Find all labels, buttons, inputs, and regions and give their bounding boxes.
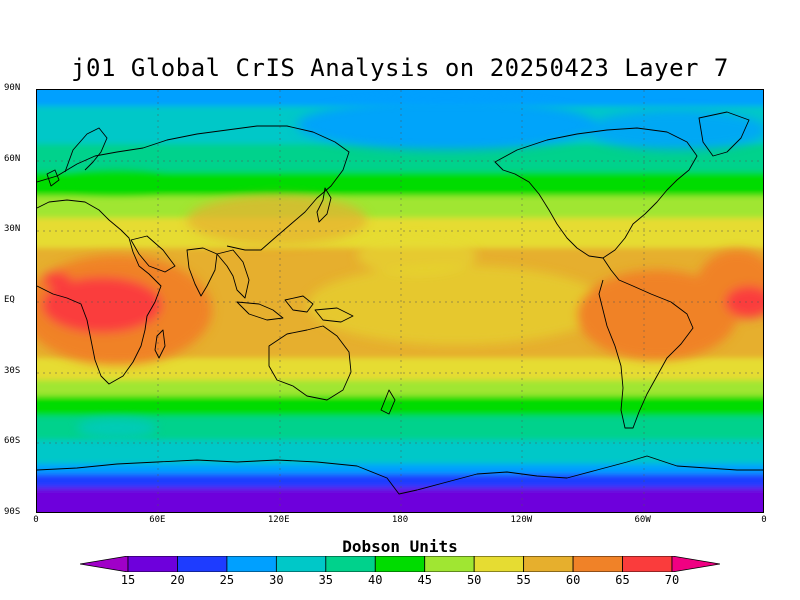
color-bar-segment: [523, 555, 574, 573]
latitude-label: 90N: [4, 83, 21, 93]
color-bar-underflow: [79, 555, 129, 573]
color-bar-segment: [374, 555, 426, 573]
legend-title: Dobson Units: [342, 537, 458, 556]
color-bar-tick-label: 15: [120, 573, 136, 587]
longitude-label: 120W: [510, 515, 533, 525]
latitude-label: 60N: [4, 153, 21, 164]
longitude-label: 60E: [149, 515, 166, 525]
color-bar-segment: [572, 555, 623, 573]
color-bar-segment: [473, 555, 525, 573]
color-bar-segment: [177, 555, 228, 573]
longitude-label: 60W: [634, 515, 651, 525]
color-bar-tick-label: 45: [417, 573, 432, 587]
map-title: j01 Global CrIS Analysis on 20250423 Lay…: [71, 54, 729, 82]
color-bar-tick-label: 40: [368, 573, 383, 587]
longitude-label: 180: [391, 515, 409, 525]
color-bar-tick-label: 20: [170, 573, 185, 587]
latitude-label: 30N: [4, 224, 21, 235]
color-bar-tick-label: 65: [615, 573, 630, 587]
latitude-label: 30S: [4, 365, 21, 376]
color-bar-segment: [325, 555, 376, 573]
color-bar-segment: [127, 555, 178, 573]
color-bar-tick-label: 35: [318, 573, 334, 587]
latitude-label: 90S: [4, 507, 21, 517]
color-bar-tick-label: 70: [664, 573, 680, 587]
map-plot: [36, 89, 764, 513]
color-bar-tick-label: 30: [269, 573, 284, 587]
latitude-label: 60S: [4, 436, 21, 447]
longitude-label: 0: [761, 515, 767, 525]
color-bar-tick-label: 50: [466, 573, 482, 587]
ozone-features: [37, 100, 763, 438]
longitude-label: 120E: [267, 515, 290, 525]
graticule: [37, 90, 763, 512]
color-bar-segment: [424, 555, 475, 573]
color-bar-segment: [226, 555, 277, 573]
color-bar-tick-label: 25: [219, 573, 235, 587]
coastlines: [37, 111, 763, 495]
longitude-label: 0: [33, 515, 39, 525]
color-bar-tick-label: 60: [565, 573, 581, 587]
color-bar-overflow: [671, 555, 721, 573]
color-bar: [79, 555, 721, 573]
color-bar-segment: [622, 555, 673, 573]
color-bar-segment: [275, 555, 327, 573]
latitude-label: EQ: [4, 295, 15, 305]
color-bar-tick-label: 55: [516, 573, 531, 587]
